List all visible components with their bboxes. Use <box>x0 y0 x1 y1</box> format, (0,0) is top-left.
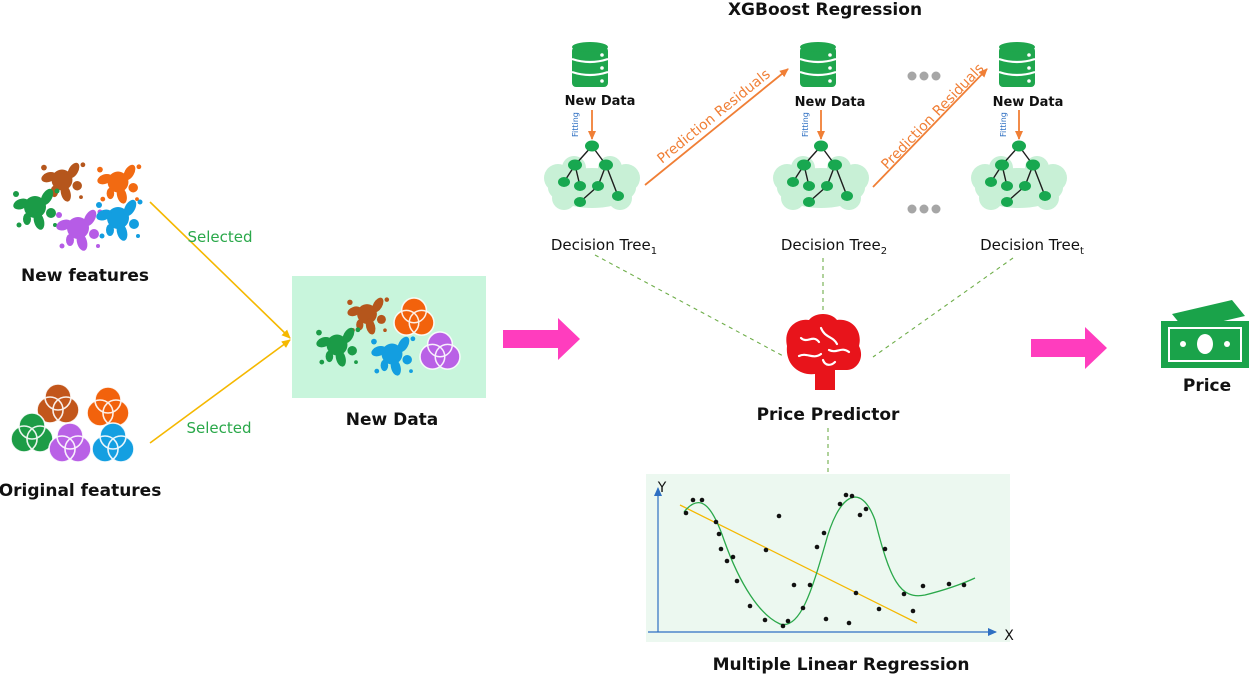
tree-2-data-label: New Data <box>795 95 866 110</box>
y-axis-label: Y <box>657 480 667 496</box>
diagram-title: XGBoost Regression <box>728 0 922 20</box>
price-label: Price <box>1183 376 1231 396</box>
tree-to-predictor-links <box>594 254 1014 472</box>
merged-data-label: New Data <box>346 410 439 430</box>
selected-label-bottom: Selected <box>186 419 251 437</box>
merged-data-panel <box>292 276 486 398</box>
tree-1-data-label: New Data <box>565 94 636 109</box>
scatter-points <box>683 492 967 629</box>
splash-icon <box>11 160 143 252</box>
tree-t-label: Decision Treet <box>980 236 1084 257</box>
linear-fit-line <box>679 504 918 624</box>
regression-label: Multiple Linear Regression <box>713 655 970 675</box>
selected-label-top: Selected <box>187 228 252 246</box>
residual-arrow-1 <box>644 68 789 186</box>
tree-1-fitting-label: Fitting <box>571 112 580 137</box>
original-features-label: Original features <box>0 481 161 501</box>
database-icon <box>570 40 610 89</box>
database-icon <box>997 40 1037 89</box>
tree-icon <box>543 139 641 211</box>
tree-2-label: Decision Tree2 <box>781 236 887 257</box>
residual-label-1: Prediction Residuals <box>654 66 773 167</box>
money-icon <box>1161 300 1249 368</box>
regression-panel <box>646 474 1010 642</box>
tree-icon <box>970 139 1068 211</box>
tree-t-fitting-label: Fitting <box>999 112 1008 137</box>
tree-2-fitting-label: Fitting <box>801 112 810 137</box>
selected-arrow-bottom <box>149 339 291 444</box>
x-axis-label: X <box>1004 628 1014 644</box>
ellipsis-icon <box>907 204 941 214</box>
new-features-label: New features <box>21 266 149 286</box>
venn-icon <box>10 383 135 463</box>
brain-icon <box>786 314 862 390</box>
flow-arrow-1 <box>503 318 580 360</box>
residual-arrow-2 <box>872 68 988 188</box>
tree-t-data-label: New Data <box>993 95 1064 110</box>
flow-arrow-2 <box>1031 327 1107 369</box>
database-icon <box>798 40 838 89</box>
tree-column-t: New Data Fitting Decision Treet <box>970 40 1084 257</box>
ellipsis-icon <box>907 71 941 81</box>
tree-1-label: Decision Tree1 <box>551 236 657 257</box>
tree-icon <box>772 139 870 211</box>
tree-column-1: New Data Fitting Decision Tree1 <box>543 40 657 257</box>
tree-column-2: New Data Fitting Decision Tree2 <box>772 40 887 257</box>
nonlinear-fit-curve <box>683 496 976 626</box>
selected-arrow-top <box>149 201 291 339</box>
predictor-label: Price Predictor <box>757 405 900 425</box>
